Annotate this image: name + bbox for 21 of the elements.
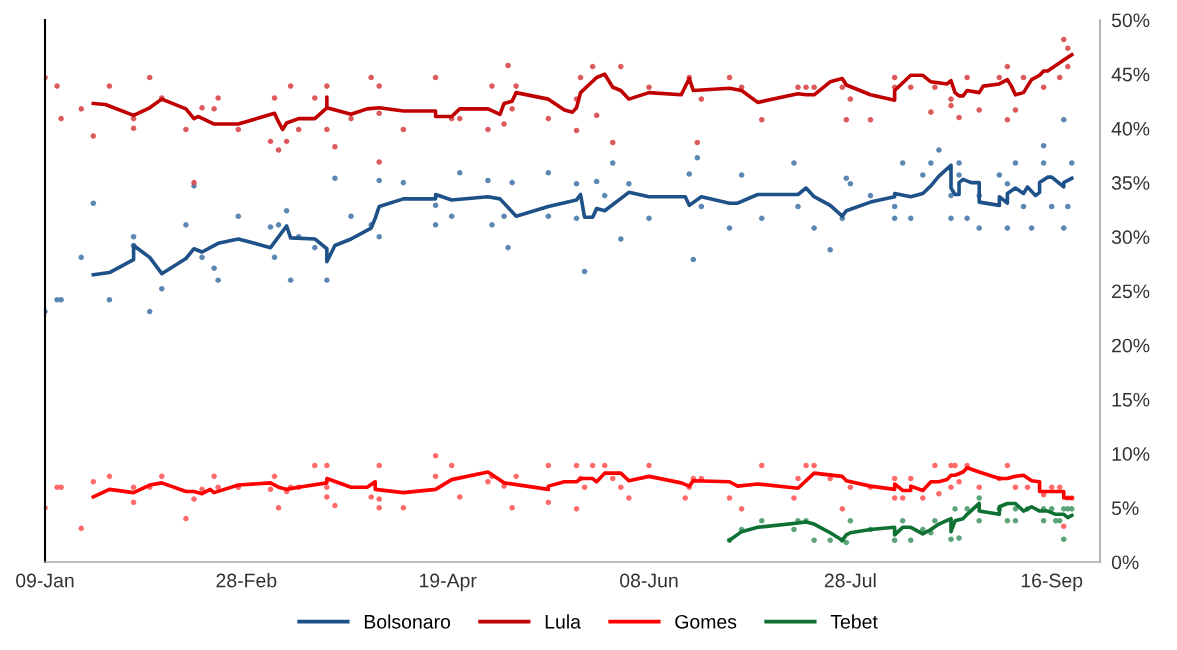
- y-tick-label: 15%: [1112, 392, 1150, 407]
- y-tick-label: 30%: [1111, 230, 1150, 245]
- y-tick-label: 50%: [1111, 13, 1150, 28]
- y-tick-label: 5%: [1111, 501, 1139, 516]
- legend-label: Bolsonaro: [364, 614, 451, 629]
- y-tick-label: 45%: [1111, 67, 1150, 82]
- x-tick-label: 16-Sep: [1021, 573, 1083, 592]
- y-tick-label: 20%: [1112, 338, 1150, 353]
- x-tick-label: 19-Apr: [419, 573, 477, 592]
- x-tick-label: 28-Jul: [824, 573, 876, 588]
- x-tick-label: 09-Jan: [16, 573, 74, 588]
- x-tick-label: 08-Jun: [620, 573, 678, 588]
- y-tick-label: 40%: [1111, 121, 1150, 136]
- x-tick-label: 28-Feb: [216, 573, 277, 588]
- y-tick-label: 10%: [1112, 447, 1150, 461]
- legend-label: Lula: [545, 614, 581, 629]
- legend-label: Tebet: [830, 614, 878, 629]
- y-tick-label: 35%: [1111, 176, 1150, 190]
- legend-label: Gomes: [675, 614, 737, 629]
- y-tick-label: 25%: [1112, 284, 1150, 299]
- y-tick-label: 0%: [1111, 555, 1139, 570]
